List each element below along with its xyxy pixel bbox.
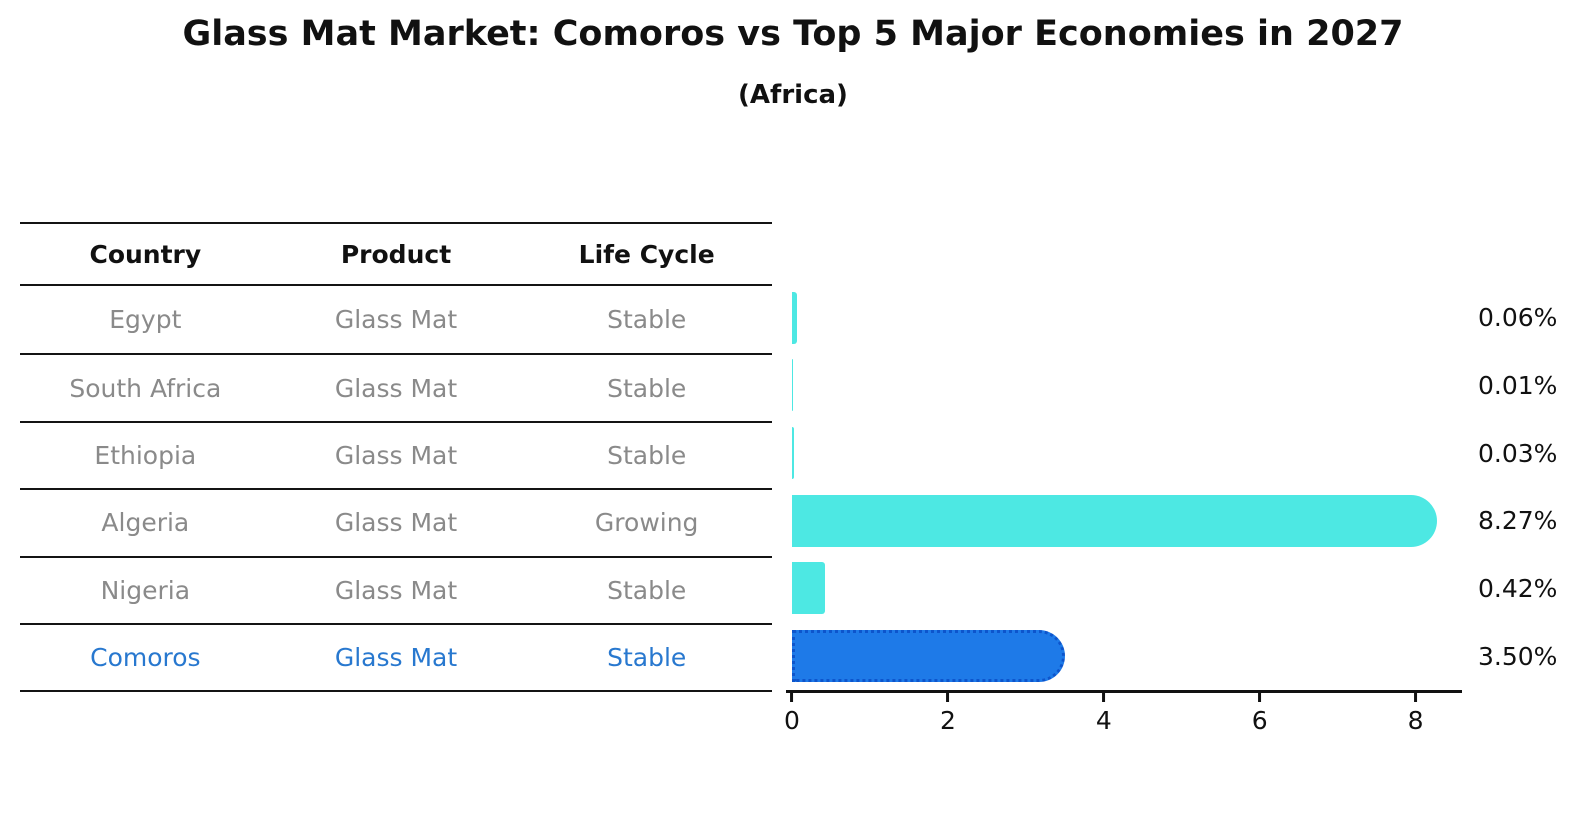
value-labels: 0.06% 0.01% 0.03% 8.27% 0.42% 3.50% bbox=[1460, 284, 1586, 690]
bars bbox=[792, 284, 1460, 690]
table-row: South Africa Glass Mat Stable bbox=[20, 353, 772, 420]
bar bbox=[792, 291, 797, 344]
x-tick-label: 2 bbox=[939, 706, 956, 735]
cell-country: Egypt bbox=[109, 305, 182, 335]
col-header-product: Product bbox=[340, 239, 452, 269]
bar-value-label: 0.06% bbox=[1478, 303, 1558, 333]
bar-value-label: 0.42% bbox=[1478, 573, 1558, 603]
chart-subtitle: (Africa) bbox=[738, 80, 848, 110]
chart-title: Glass Mat Market: Comoros vs Top 5 Major… bbox=[182, 14, 1404, 54]
x-tick: 0 bbox=[784, 693, 800, 735]
col-header-country: Country bbox=[89, 239, 202, 269]
cell-product: Glass Mat bbox=[334, 305, 458, 335]
cell-product: Glass Mat bbox=[334, 508, 458, 538]
x-tick-mark bbox=[1414, 693, 1418, 702]
table-row: Algeria Glass Mat Growing bbox=[20, 488, 772, 555]
cell-life-cycle: Growing bbox=[594, 508, 699, 538]
table-row: Nigeria Glass Mat Stable bbox=[20, 555, 772, 623]
table-row: Comoros Glass Mat Stable bbox=[20, 622, 772, 690]
x-axis-line bbox=[786, 690, 1462, 693]
cell-product: Glass Mat bbox=[334, 575, 458, 605]
cell-life-cycle: Stable bbox=[607, 643, 687, 673]
bar bbox=[792, 494, 1437, 547]
bar-row bbox=[792, 419, 1460, 487]
cell-country: Algeria bbox=[101, 508, 190, 538]
table-row: Ethiopia Glass Mat Stable bbox=[20, 420, 772, 488]
cell-country: Comoros bbox=[90, 643, 201, 673]
bar-value-label: 8.27% bbox=[1478, 506, 1558, 536]
bar-value-label: 0.01% bbox=[1478, 370, 1558, 400]
x-tick-mark bbox=[946, 693, 950, 702]
bar-value-label: 3.50% bbox=[1478, 641, 1558, 671]
x-tick: 4 bbox=[1096, 693, 1112, 735]
cell-product: Glass Mat bbox=[334, 373, 458, 403]
bar-row bbox=[792, 622, 1460, 690]
cell-product: Glass Mat bbox=[334, 643, 458, 673]
x-tick-mark bbox=[790, 693, 794, 702]
cell-life-cycle: Stable bbox=[607, 305, 687, 335]
cell-country: Ethiopia bbox=[94, 440, 197, 470]
cell-life-cycle: Stable bbox=[607, 440, 687, 470]
cell-country: South Africa bbox=[69, 373, 222, 403]
x-tick: 2 bbox=[940, 693, 956, 735]
col-header-life-cycle: Life Cycle bbox=[578, 239, 715, 269]
x-tick: 8 bbox=[1408, 693, 1424, 735]
bar bbox=[792, 359, 793, 412]
x-axis-ticks: 0 2 4 6 8 bbox=[784, 693, 1460, 753]
x-tick-label: 6 bbox=[1251, 706, 1268, 735]
x-tick-label: 4 bbox=[1095, 706, 1112, 735]
x-tick-label: 0 bbox=[784, 706, 800, 735]
cell-product: Glass Mat bbox=[334, 440, 458, 470]
bar-value-label: 0.03% bbox=[1478, 438, 1558, 468]
bar bbox=[792, 562, 825, 615]
x-tick-label: 8 bbox=[1407, 706, 1424, 735]
highlight-bar bbox=[792, 630, 1065, 683]
x-tick: 6 bbox=[1252, 693, 1268, 735]
cell-country: Nigeria bbox=[100, 575, 191, 605]
bar bbox=[792, 427, 795, 480]
bar-row bbox=[792, 284, 1460, 352]
x-tick-mark bbox=[1102, 693, 1106, 702]
cell-life-cycle: Stable bbox=[607, 575, 687, 605]
cell-life-cycle: Stable bbox=[607, 373, 687, 403]
table-body: Egypt Glass Mat Stable South Africa Glass Ma… bbox=[20, 286, 772, 690]
bar-row bbox=[792, 487, 1460, 555]
x-tick-mark bbox=[1258, 693, 1262, 702]
country-table: Country Product Life Cycle Egypt Glass Ma… bbox=[20, 222, 772, 693]
table-header-row: Country Product Life Cycle bbox=[20, 224, 772, 286]
bar-row bbox=[792, 555, 1460, 623]
table-row: Egypt Glass Mat Stable bbox=[20, 286, 772, 353]
bar-row bbox=[792, 352, 1460, 420]
